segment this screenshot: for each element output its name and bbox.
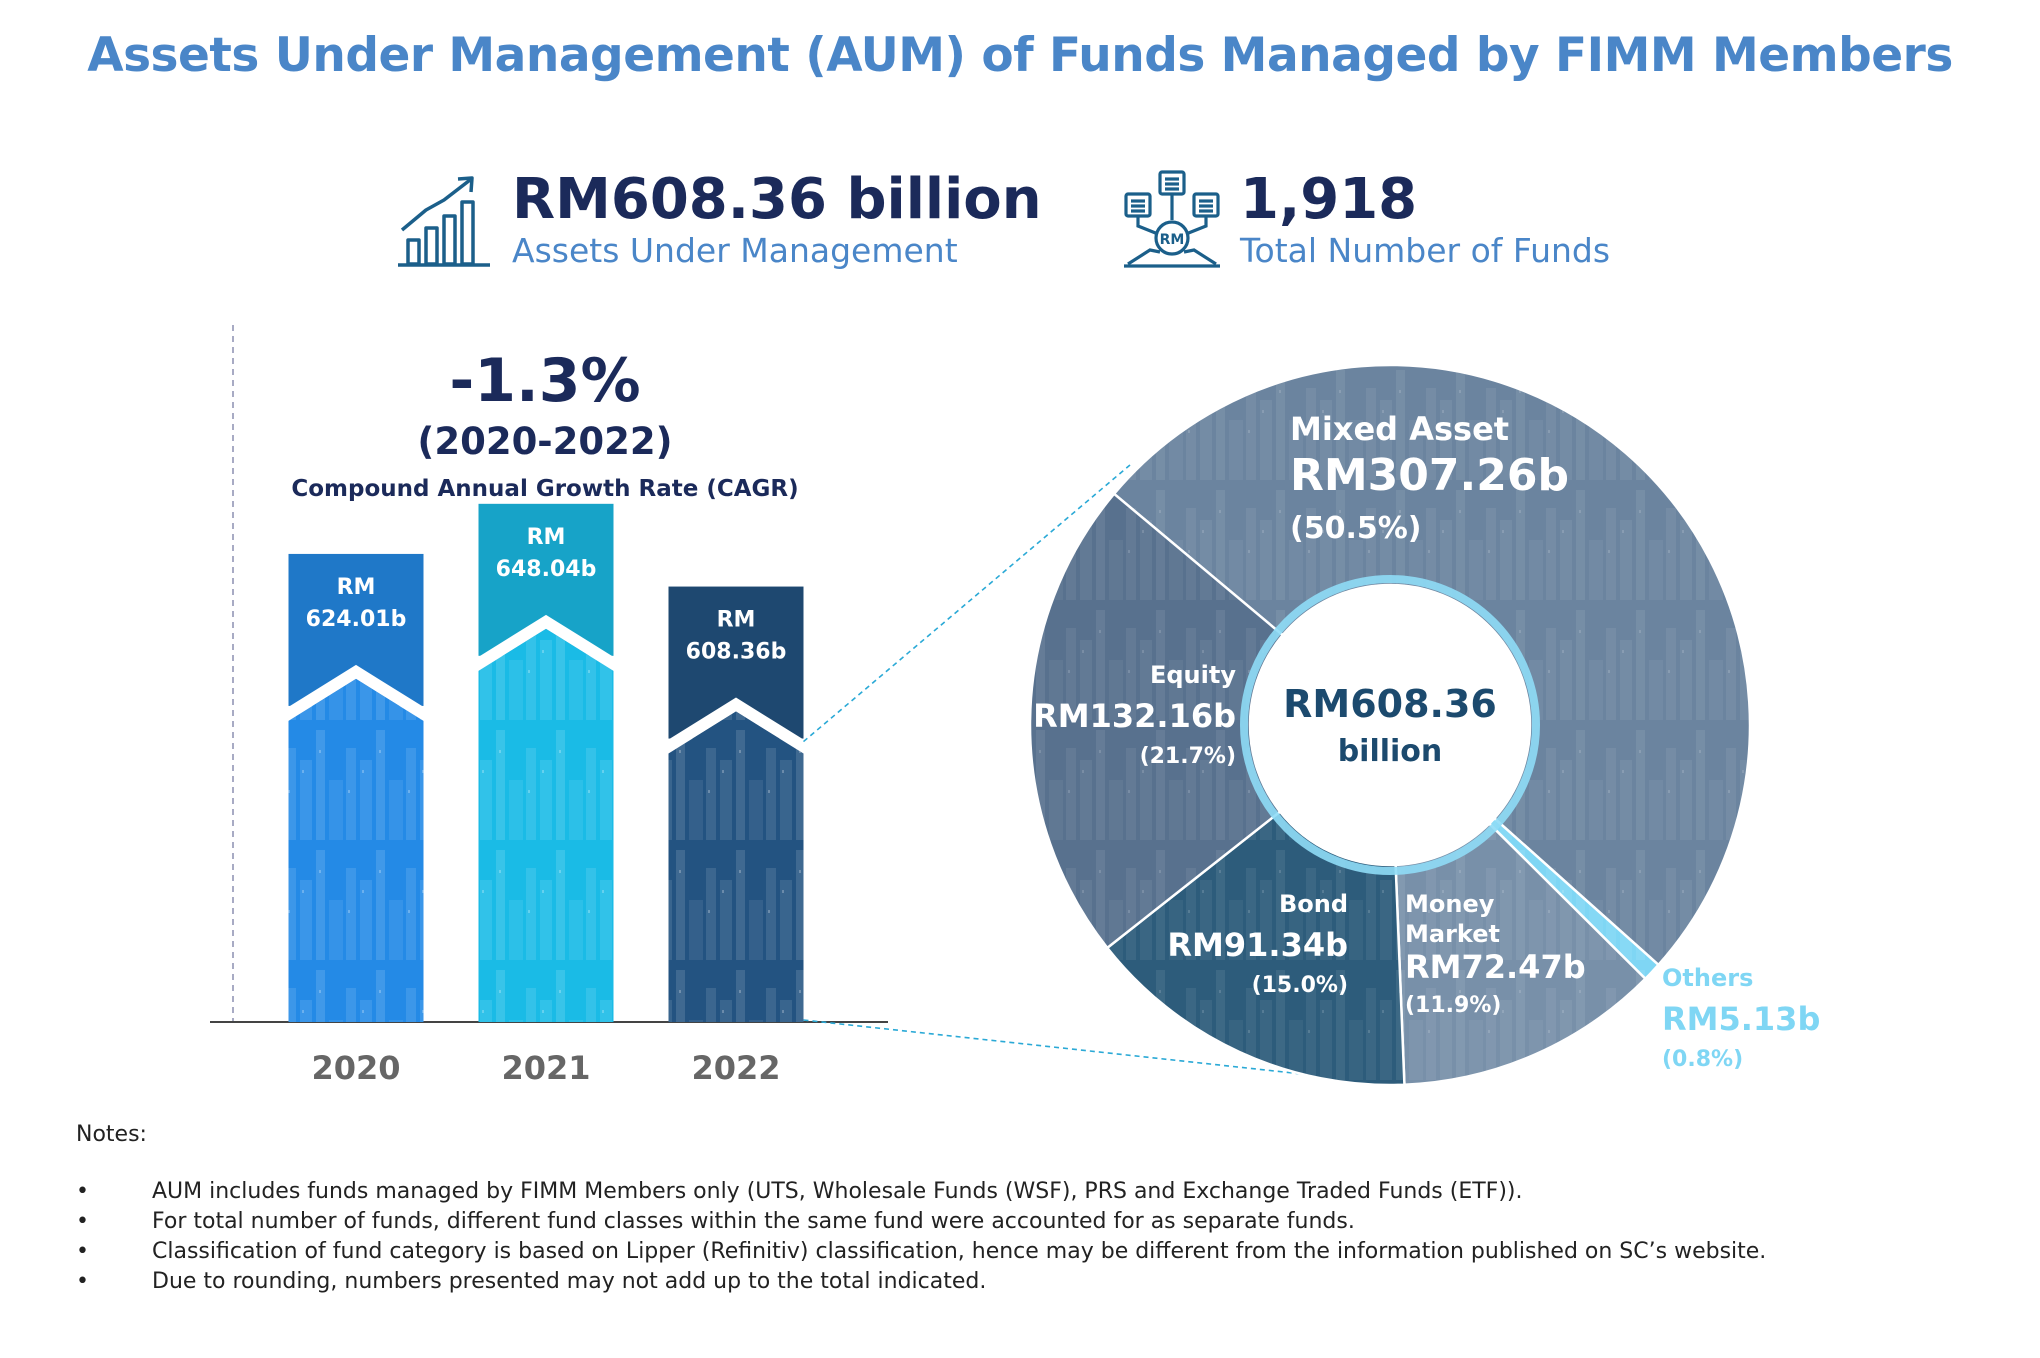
fund-network-icon: RM bbox=[1124, 170, 1220, 268]
note-item: • Classification of fund category is base… bbox=[76, 1239, 1767, 1264]
donut-slice-texture bbox=[1030, 493, 1283, 948]
slice-percent-label: (15.0%) bbox=[1252, 973, 1348, 998]
slice-percent-label: (0.8%) bbox=[1662, 1047, 1743, 1072]
slice-category-label: Others bbox=[1662, 964, 1753, 992]
donut-slice-texture bbox=[1395, 823, 1646, 1085]
center-ring bbox=[1240, 575, 1540, 875]
slice-category-label: Bond bbox=[1279, 890, 1348, 918]
note-item: • Due to rounding, numbers presented may … bbox=[76, 1269, 987, 1294]
bar-value-label: RM bbox=[717, 608, 756, 633]
donut-slice-texture bbox=[1107, 811, 1405, 1085]
note-item: • AUM includes funds managed by FIMM Memb… bbox=[76, 1179, 1523, 1204]
slice-percent-label: (11.9%) bbox=[1405, 993, 1501, 1018]
bar-texture bbox=[668, 711, 804, 1022]
slice-value-label: RM91.34b bbox=[1167, 926, 1348, 964]
cagr-range: (2020-2022) bbox=[417, 420, 673, 463]
bar-chevron bbox=[478, 614, 614, 671]
bar-value-label: 624.01b bbox=[306, 607, 407, 632]
page-title: Assets Under Management (AUM) of Funds M… bbox=[87, 28, 1953, 83]
x-tick-label: 2022 bbox=[691, 1049, 780, 1087]
growth-chart-icon bbox=[398, 176, 490, 267]
center-circle bbox=[1250, 585, 1530, 865]
kpi-funds: RM 1,918 Total Number of Funds bbox=[1120, 168, 1610, 272]
kpi-funds-value: 1,918 bbox=[1240, 167, 1418, 232]
note-item: • For total number of funds, different fu… bbox=[76, 1209, 1355, 1234]
slice-category-label: Market bbox=[1405, 920, 1500, 948]
slice-category-label: Money bbox=[1405, 890, 1495, 918]
bar-texture bbox=[288, 678, 424, 1022]
bar-value-label: 648.04b bbox=[496, 557, 597, 582]
cagr-block: -1.3% (2020-2022) Compound Annual Growth… bbox=[270, 345, 820, 507]
slice-value-label: RM72.47b bbox=[1405, 948, 1586, 986]
kpi-aum-value: RM608.36 billion bbox=[512, 167, 1042, 232]
slice-percent-label: (21.7%) bbox=[1140, 744, 1236, 769]
bar-value-label: RM bbox=[527, 525, 566, 550]
icon-badge-text: RM bbox=[1160, 232, 1185, 248]
donut-slice-texture bbox=[1489, 818, 1659, 979]
notes-section: Notes: • AUM includes funds managed by FI… bbox=[76, 1122, 1766, 1297]
donut-slice-texture bbox=[1114, 365, 1750, 965]
cagr-value: -1.3% bbox=[449, 346, 641, 416]
x-tick-label: 2021 bbox=[501, 1049, 590, 1087]
bar-chart: RM 624.01b 2020 RM 648.04b 2021 RM 608.36b 2022 bbox=[210, 325, 888, 1087]
kpi-aum: RM608.36 billion Assets Under Management bbox=[392, 168, 1042, 272]
slice-category-label: Equity bbox=[1150, 661, 1236, 689]
kpi-aum-label: Assets Under Management bbox=[512, 231, 958, 270]
slice-value-label: RM5.13b bbox=[1662, 1000, 1820, 1038]
center-unit: billion bbox=[1338, 734, 1443, 769]
bar-chevron bbox=[288, 664, 424, 721]
notes-title: Notes: bbox=[76, 1122, 147, 1147]
slice-value-label: RM307.26b bbox=[1290, 450, 1569, 501]
bar-value-label: 608.36b bbox=[686, 640, 787, 665]
kpi-funds-label: Total Number of Funds bbox=[1240, 231, 1611, 270]
slice-category-label: Mixed Asset bbox=[1290, 410, 1509, 448]
bar-value-label: RM bbox=[337, 575, 376, 600]
x-tick-label: 2020 bbox=[311, 1049, 400, 1087]
bar-chevron bbox=[668, 697, 804, 754]
slice-value-label: RM132.16b bbox=[1033, 697, 1236, 735]
connector-line bbox=[803, 1019, 1331, 1078]
bar-texture bbox=[478, 628, 614, 1022]
slice-percent-label: (50.5%) bbox=[1290, 511, 1422, 546]
center-value: RM608.36 bbox=[1283, 682, 1497, 726]
cagr-label: Compound Annual Growth Rate (CAGR) bbox=[291, 476, 799, 502]
